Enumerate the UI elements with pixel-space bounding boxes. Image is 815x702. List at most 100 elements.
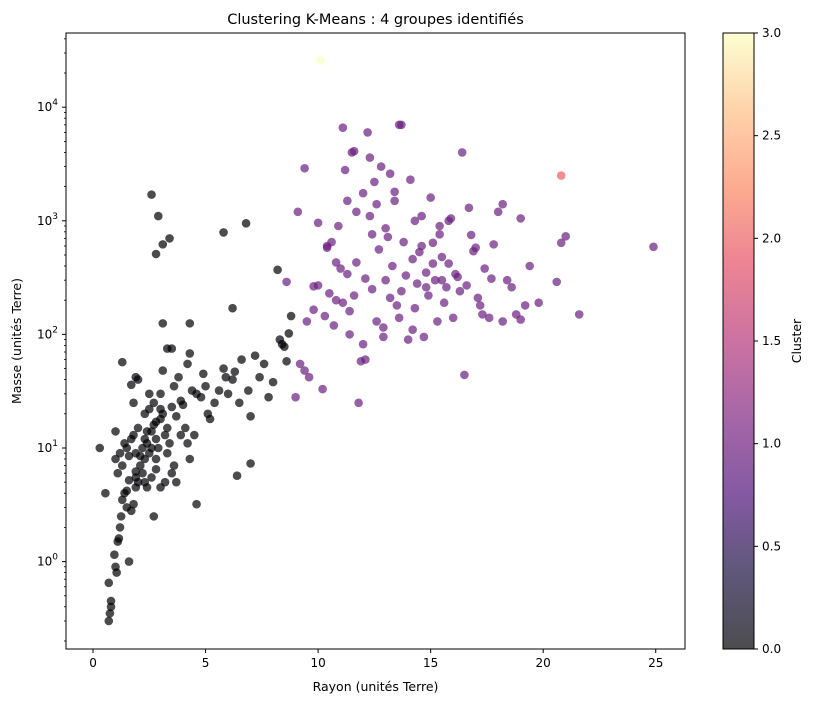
scatter-point-cluster-1 [502,275,512,285]
plot-area [65,32,686,650]
scatter-point-cluster-0 [244,386,253,395]
scatter-point-cluster-1 [379,323,388,332]
scatter-point-cluster-0 [235,398,244,408]
scatter-point-cluster-0 [282,356,291,366]
scatter-point-cluster-1 [374,245,384,254]
y-tick-label: 100 [37,553,58,569]
scatter-point-cluster-0 [147,443,156,453]
scatter-point-cluster-0 [273,265,282,275]
scatter-point-cluster-1 [408,254,417,264]
scatter-point-cluster-1 [372,199,381,209]
scatter-point-cluster-0 [112,568,121,577]
scatter-point-cluster-0 [158,366,168,375]
x-tick-label: 0 [89,656,97,670]
scatter-point-cluster-0 [140,434,150,444]
scatter-point-cluster-1 [385,169,395,178]
scatter-point-cluster-1 [428,259,438,268]
scatter-point-cluster-1 [552,277,561,287]
scatter-point-cluster-1 [410,303,420,313]
scatter-point-cluster-0 [129,499,138,509]
scatter-point-cluster-1 [345,306,354,316]
scatter-point-cluster-0 [219,364,228,373]
scatter-point-cluster-1 [444,216,453,226]
scatter-point-cluster-1 [412,279,422,288]
scatter-point-cluster-1 [466,230,476,240]
colorbar-tick-label: 2.5 [762,129,781,143]
scatter-point-cluster-0 [101,488,110,498]
scatter-point-cluster-1 [349,146,359,156]
scatter-point-cluster-0 [167,402,177,412]
scatter-point-cluster-0 [156,389,165,399]
scatter-points [95,56,658,626]
scatter-point-cluster-0 [151,249,161,259]
scatter-point-cluster-1 [478,310,487,319]
scatter-point-cluster-0 [268,377,278,387]
scatter-point-cluster-0 [165,234,174,243]
scatter-point-cluster-0 [158,240,168,249]
scatter-point-cluster-1 [439,298,449,308]
scatter-point-cluster-0 [126,380,136,390]
scatter-point-cluster-0 [133,375,143,384]
colorbar-label: Cluster [789,318,804,363]
scatter-point-cluster-0 [228,375,237,384]
scatter-point-cluster-1 [385,293,395,303]
scatter-point-cluster-1 [487,274,496,283]
scatter-point-cluster-0 [167,344,177,353]
scatter-point-cluster-1 [293,207,303,217]
scatter-point-cluster-0 [223,389,233,399]
scatter-point-cluster-0 [171,412,181,421]
scatter-point-cluster-0 [156,404,165,414]
scatter-point-cluster-1 [313,218,323,228]
y-axis-label: Masse (unités Terre) [9,278,24,404]
scatter-point-cluster-1 [455,286,465,296]
colorbar-tick-label: 1.5 [762,334,781,348]
scatter-point-cluster-0 [106,602,116,612]
scatter-point-cluster-1 [381,275,390,285]
scatter-point-cluster-1 [358,188,368,198]
scatter-point-cluster-0 [151,434,161,444]
scatter-point-cluster-1 [383,232,393,242]
scatter-point-cluster-0 [135,451,145,461]
scatter-point-cluster-0 [162,448,172,458]
scatter-point-cluster-0 [214,386,224,395]
scatter-point-cluster-1 [352,207,361,217]
scatter-point-cluster-1 [419,332,429,342]
scatter-point-cluster-1 [349,291,359,300]
scatter-point-cluster-0 [95,443,105,453]
scatter-point-cluster-1 [394,313,404,323]
x-tick-label: 15 [423,656,438,670]
scatter-point-cluster-0 [147,190,156,199]
colorbar-gradient [723,33,754,649]
scatter-point-cluster-1 [484,313,494,323]
scatter-point-cluster-1 [493,207,503,217]
scatter-point-cluster-0 [183,359,192,369]
scatter-point-cluster-1 [367,230,377,239]
scatter-point-cluster-1 [313,281,323,290]
scatter-point-cluster-1 [397,120,406,130]
scatter-point-cluster-0 [174,372,183,382]
scatter-point-cluster-1 [300,366,309,375]
scatter-point-cluster-0 [116,512,126,521]
scatter-point-cluster-0 [133,423,143,433]
scatter-point-cluster-1 [343,269,352,279]
scatter-point-cluster-1 [424,291,433,300]
scatter-point-cluster-1 [363,128,372,137]
scatter-point-cluster-1 [556,238,566,248]
scatter-point-cluster-1 [421,282,431,292]
scatter-point-cluster-0 [185,349,195,358]
y-tick-label: 103 [37,212,58,228]
colorbar-tick-label: 2.0 [762,231,781,245]
scatter-point-cluster-0 [105,609,115,618]
scatter-point-cluster-0 [176,430,186,440]
scatter-point-cluster-1 [649,242,658,252]
scatter-point-cluster-1 [464,203,474,213]
scatter-point-cluster-0 [237,355,246,364]
colorbar: 0.0 0.5 1.0 1.5 2.0 2.5 3.0 Cluster [722,26,804,656]
scatter-point-cluster-0 [126,506,136,516]
scatter-point-cluster-1 [365,211,375,221]
scatter-point-cluster-1 [525,261,534,271]
y-tick-label: 102 [37,325,58,341]
scatter-point-cluster-1 [345,330,354,339]
scatter-point-cluster-0 [246,459,255,468]
